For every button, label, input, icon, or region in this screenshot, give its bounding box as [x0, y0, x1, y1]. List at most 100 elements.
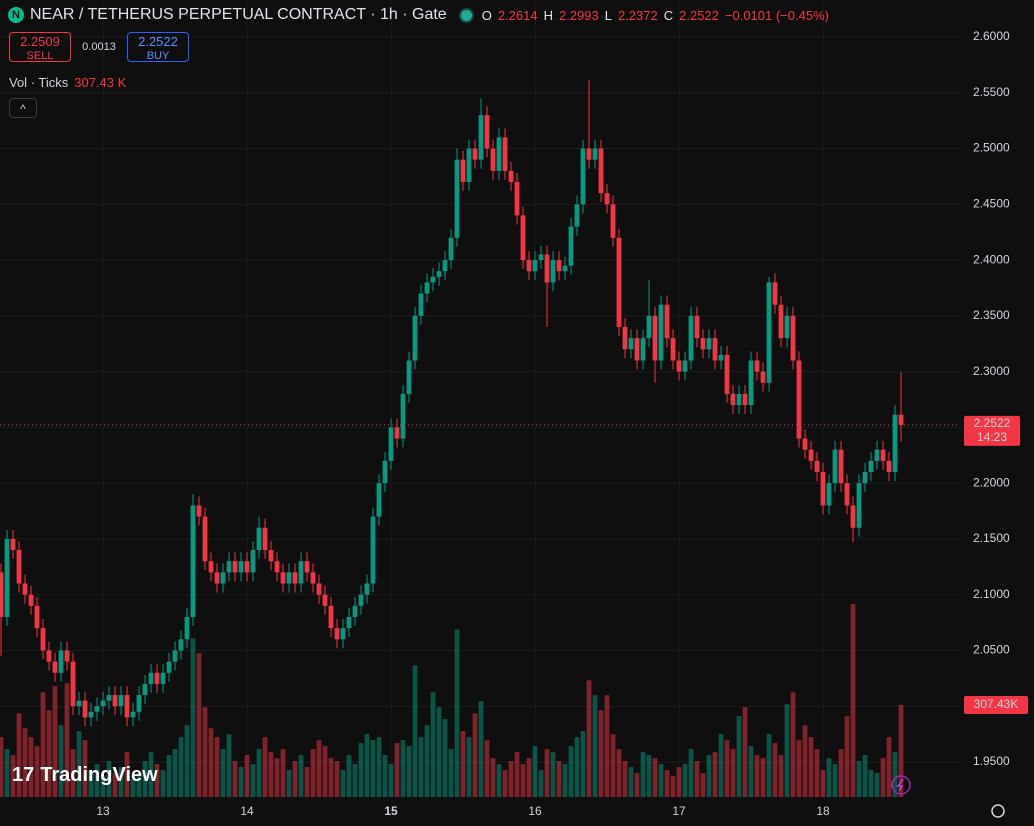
- volume-bar: [502, 770, 508, 797]
- volume-bar: [310, 749, 316, 797]
- candle-body: [88, 711, 94, 718]
- candle-body: [502, 137, 508, 171]
- candle-body: [484, 115, 490, 149]
- last-price-label: 2.2522: [974, 416, 1011, 430]
- y-tick-label: 2.5000: [973, 141, 1010, 155]
- candle-body: [16, 550, 22, 584]
- x-tick-label: 14: [240, 804, 254, 818]
- volume-bar: [778, 755, 784, 797]
- lightning-icon: [891, 775, 911, 795]
- volume-bar: [328, 758, 334, 797]
- candle-body: [40, 628, 46, 651]
- volume-bar: [586, 680, 592, 797]
- candle-body: [814, 460, 820, 472]
- candle-body: [364, 583, 370, 595]
- candle-body: [166, 661, 172, 673]
- settings-icon[interactable]: [991, 804, 1005, 818]
- candle-body: [298, 561, 304, 584]
- y-tick-label: 2.2000: [973, 475, 1010, 489]
- candle-body: [802, 438, 808, 450]
- volume-bar: [862, 755, 868, 797]
- volume-bar: [154, 764, 160, 797]
- candle-body: [436, 271, 442, 277]
- candle-body: [766, 282, 772, 383]
- volume-bar: [124, 752, 130, 797]
- volume-bar: [724, 740, 730, 797]
- candle-body: [142, 683, 148, 696]
- volume-bar: [436, 707, 442, 797]
- candle-body: [610, 204, 616, 238]
- volume-bar: [694, 761, 700, 797]
- candle-body: [172, 650, 178, 662]
- volume-bar: [130, 779, 136, 797]
- volume-bar: [100, 776, 106, 797]
- candle-body: [616, 237, 622, 328]
- candle-body: [598, 148, 604, 194]
- volume-bar: [244, 755, 250, 797]
- volume-bar: [838, 749, 844, 797]
- candle-body: [208, 561, 214, 573]
- candle-body: [274, 561, 280, 573]
- volume-bar: [442, 719, 448, 797]
- volume-bar: [814, 749, 820, 797]
- volume-bar: [298, 755, 304, 797]
- logo: 17 TradingView: [12, 764, 158, 787]
- candle-body: [406, 360, 412, 394]
- volume-bar: [370, 740, 376, 797]
- volume-bar: [334, 761, 340, 797]
- candle-body: [682, 360, 688, 372]
- volume-bar: [70, 749, 76, 797]
- volume-bar: [808, 737, 814, 797]
- candle-body: [154, 672, 160, 684]
- candle-body: [238, 561, 244, 573]
- candle-body: [826, 483, 832, 506]
- candle-body: [856, 483, 862, 528]
- volume-bar: [148, 752, 154, 797]
- y-tick-label: 2.6000: [973, 29, 1010, 43]
- logo-mark: 17: [12, 764, 35, 786]
- y-tick-label: 1.9500: [973, 754, 1010, 768]
- candle-body: [706, 338, 712, 350]
- volume-bar: [880, 758, 886, 797]
- candle-body: [874, 449, 880, 461]
- volume-bar: [238, 767, 244, 797]
- candle-body: [76, 700, 82, 707]
- volume-bar: [424, 725, 430, 797]
- volume-bar: [358, 743, 364, 797]
- candle-body: [184, 616, 190, 640]
- candle-body: [700, 338, 706, 350]
- volume-bar: [868, 770, 874, 797]
- y-tick-label: 2.4000: [973, 252, 1010, 266]
- x-tick-label: 18: [816, 804, 830, 818]
- countdown-label: 14:23: [977, 430, 1007, 444]
- volume-bar: [832, 764, 838, 797]
- volume-bar: [364, 734, 370, 797]
- candle-body: [148, 672, 154, 684]
- volume-bar: [532, 746, 538, 797]
- candle-body: [586, 148, 592, 160]
- candle-body: [346, 616, 352, 629]
- volume-bar: [394, 743, 400, 797]
- volume-bar: [10, 755, 16, 797]
- volume-bar: [232, 761, 238, 797]
- candle-body: [748, 360, 754, 406]
- candle-body: [0, 572, 4, 617]
- volume-bar: [316, 740, 322, 797]
- volume-bar: [352, 764, 358, 797]
- volume-bar: [250, 764, 256, 797]
- candle-body: [4, 538, 10, 617]
- volume-bar: [898, 704, 904, 797]
- candle-body: [490, 148, 496, 171]
- candle-body: [844, 483, 850, 506]
- volume-bar: [16, 713, 22, 797]
- volume-bar: [760, 758, 766, 797]
- candle-body: [196, 505, 202, 517]
- candle-body: [262, 527, 268, 551]
- volume-bar: [772, 743, 778, 797]
- candle-body: [220, 572, 226, 584]
- volume-bar: [274, 758, 280, 797]
- last-price-tag: [964, 415, 1020, 446]
- candle-body: [622, 327, 628, 350]
